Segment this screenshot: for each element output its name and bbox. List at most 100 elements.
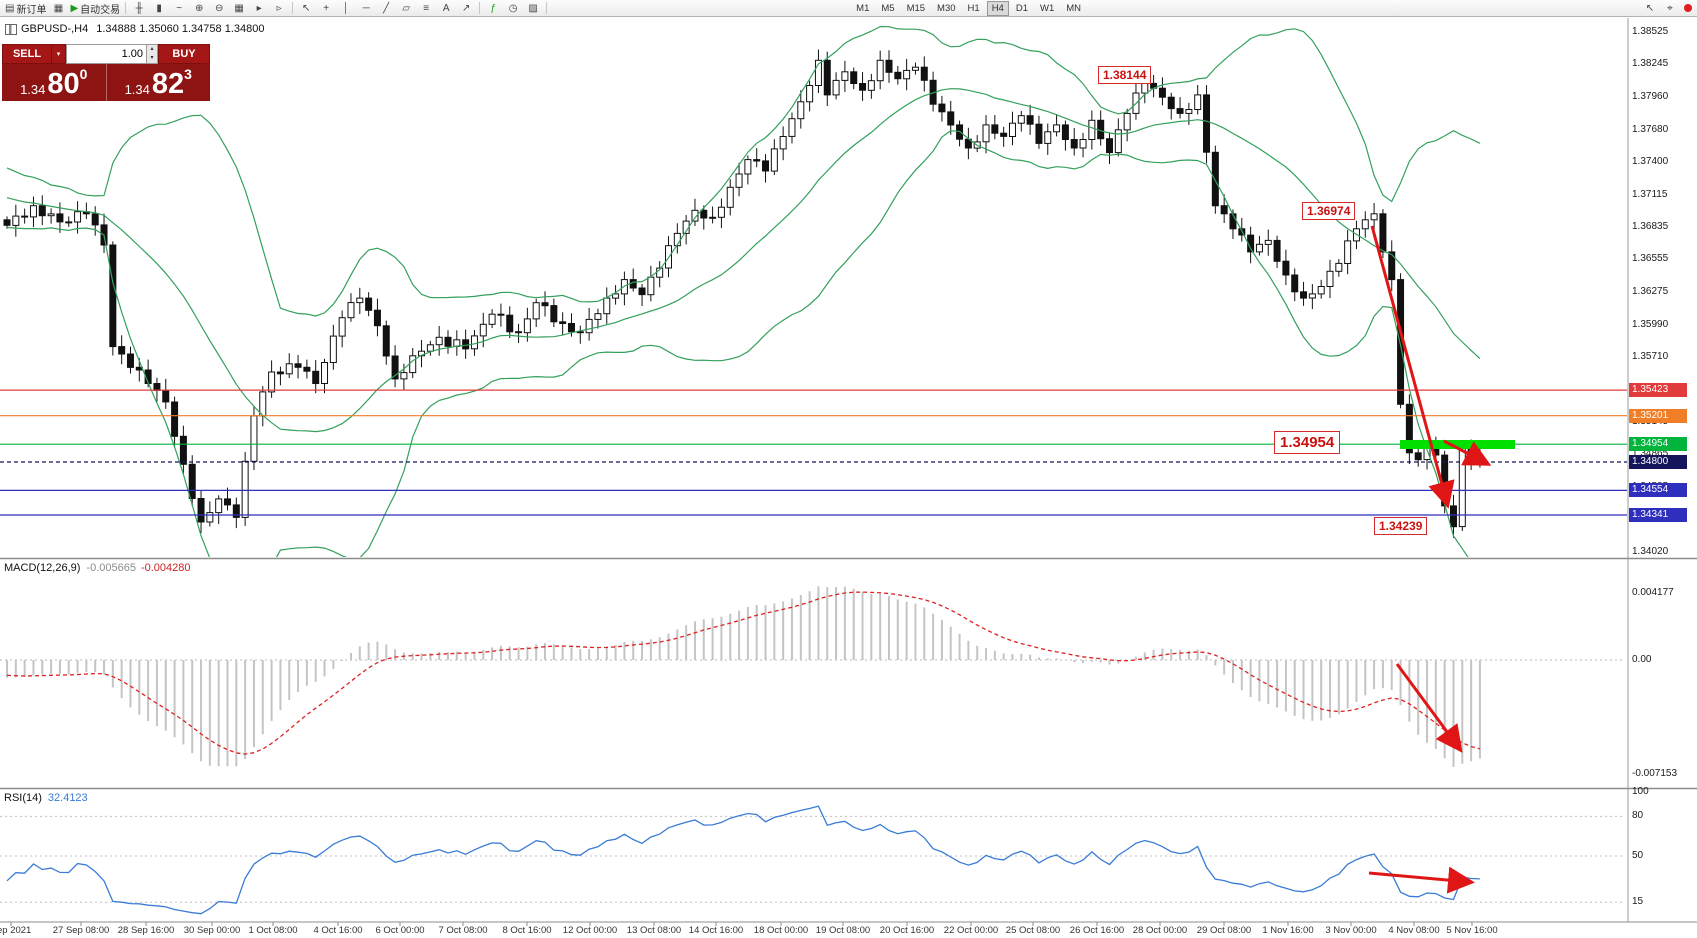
zoom-in-icon[interactable]: ⊕ xyxy=(194,2,204,14)
auto-scroll-icon[interactable]: ▸ xyxy=(256,2,262,14)
timeframe-m1[interactable]: M1 xyxy=(856,2,870,14)
autotrading-icon[interactable]: ▶ 自动交易 xyxy=(70,2,121,16)
new-order-icon[interactable]: ▤ 新订单 xyxy=(5,2,47,16)
sell-price-display[interactable]: 1.34 80 0 xyxy=(2,64,106,101)
stepper-up-icon[interactable]: ▴ xyxy=(150,46,154,52)
timeframe-w1[interactable]: W1 xyxy=(1040,2,1055,14)
ohlc-values: 1.34888 1.35060 1.34758 1.34800 xyxy=(96,23,265,35)
sell-price-pip-digit: 0 xyxy=(79,66,88,82)
timeframe-toolbar: M1 M5 M15 M30 H1 H4 D1 W1 MN xyxy=(850,0,1087,16)
macd-axis-label: 0.00 xyxy=(1632,654,1652,665)
panel-separators xyxy=(0,18,1697,923)
stepper-down-icon[interactable]: ▾ xyxy=(150,55,154,61)
rsi-name: RSI(14) xyxy=(4,792,42,804)
chart-shift-icon[interactable]: ▹ xyxy=(276,2,282,14)
time-axis-label: 6 Oct 00:00 xyxy=(375,925,425,936)
trend-arrows xyxy=(1368,225,1492,894)
volume-stepper[interactable]: ▴ ▾ xyxy=(146,44,158,64)
timeframe-m5[interactable]: M5 xyxy=(881,2,895,14)
rsi-axis-label: 50 xyxy=(1632,850,1644,861)
timeframe-h1[interactable]: H1 xyxy=(967,2,980,14)
macd-axis-label: -0.007153 xyxy=(1632,768,1678,779)
price-annotation: 1.34239 xyxy=(1374,517,1428,535)
text-icon[interactable]: A xyxy=(442,2,450,14)
sell-button-label: SELL xyxy=(12,48,42,60)
chart-type-group: ╫ ▮ ~ ⊕ ⊖ ▦ ▸ ▹ xyxy=(129,1,289,16)
toolbar-separator xyxy=(479,2,481,14)
bollinger-bands xyxy=(6,25,1481,557)
macd-panel xyxy=(0,586,1625,767)
new-order-icon-label: 新订单 xyxy=(16,4,47,16)
channel-icon[interactable]: ▱ xyxy=(402,2,410,14)
zoom-out-icon[interactable]: ⊖ xyxy=(214,2,224,14)
cursor-icon[interactable]: ↖ xyxy=(301,2,311,14)
toolbar-separator xyxy=(125,2,127,14)
notification-dot xyxy=(1684,4,1692,12)
indicator-group: ƒ ◷ ▨ xyxy=(483,1,543,16)
time-axis-label: 30 Sep 00:00 xyxy=(183,925,241,936)
volume-input[interactable] xyxy=(66,44,146,64)
time-axis-label: 8 Oct 16:00 xyxy=(502,925,552,936)
price-badge: 1.35201 xyxy=(1629,409,1687,423)
line-chart-icon[interactable]: ~ xyxy=(176,2,183,14)
time-axis-label: Sep 2021 xyxy=(0,925,32,936)
timeframe-m15[interactable]: M15 xyxy=(906,2,926,14)
templates-icon[interactable]: ▨ xyxy=(528,2,538,14)
sell-button[interactable]: SELL xyxy=(2,44,52,64)
price-badge: 1.34954 xyxy=(1629,437,1687,451)
buy-price-big-digits: 82 xyxy=(151,68,185,101)
time-axis-label: 22 Oct 00:00 xyxy=(943,925,999,936)
search-icon[interactable]: ⌖ xyxy=(1667,2,1673,14)
main-toolbar: ▤ 新订单 ▦ ▶ 自动交易 ╫ ▮ ~ ⊕ ⊖ ▦ ▸ ▹ ↖ + │ ─ ╱ ▱ ≡ A ↗ ƒ ◷ ▨ M1 M5 M15 M3… xyxy=(0,0,1697,17)
time-axis-label: 29 Oct 08:00 xyxy=(1196,925,1252,936)
vline-icon[interactable]: │ xyxy=(343,2,350,14)
crosshair-icon[interactable]: + xyxy=(323,2,330,14)
timeframe-d1[interactable]: D1 xyxy=(1015,2,1028,14)
time-axis-label: 12 Oct 00:00 xyxy=(562,925,618,936)
price-axis-label: 1.34865 xyxy=(1632,448,1669,459)
bollinger-upper xyxy=(6,25,1481,317)
fibonacci-icon[interactable]: ≡ xyxy=(423,2,430,14)
periods-icon[interactable]: ◷ xyxy=(508,2,518,14)
timeframe-h4[interactable]: H4 xyxy=(986,0,1009,16)
candle-chart-icon[interactable]: ▮ xyxy=(156,2,162,14)
toolbar-separator xyxy=(546,2,548,14)
toolbar-right-group: ↖ ⌖ xyxy=(1640,1,1697,16)
buy-button-label: BUY xyxy=(172,48,196,60)
chart-icon xyxy=(5,23,17,35)
price-axis-label: 1.35710 xyxy=(1632,351,1669,362)
horizontal-level-lines[interactable] xyxy=(0,389,1627,516)
buy-price-prefix: 1.34 xyxy=(124,82,150,98)
buy-button[interactable]: BUY xyxy=(158,44,210,64)
indicators-icon[interactable]: ƒ xyxy=(490,2,496,14)
chart-window-icon[interactable]: ▦ xyxy=(53,2,64,14)
rsi-panel xyxy=(0,805,1625,915)
buy-price-display[interactable]: 1.34 82 3 xyxy=(105,64,211,101)
cursor-pointer-icon[interactable]: ↖ xyxy=(1645,2,1655,14)
price-axis-label: 1.37680 xyxy=(1632,124,1669,135)
tile-windows-icon[interactable]: ▦ xyxy=(234,2,244,14)
toolbar-separator xyxy=(292,2,294,14)
trendline-icon[interactable]: ╱ xyxy=(383,2,390,14)
time-axis-label: 5 Nov 16:00 xyxy=(1446,925,1498,936)
time-axis-label: 13 Oct 08:00 xyxy=(626,925,682,936)
symbol-period-label: GBPUSD-,H4 xyxy=(21,23,89,35)
arrows-icon[interactable]: ↗ xyxy=(461,2,471,14)
rsi-value: 32.4123 xyxy=(47,792,88,804)
bar-chart-icon[interactable]: ╫ xyxy=(135,2,143,14)
rsi-axis-label: 80 xyxy=(1632,810,1644,821)
price-axis-label: 1.37400 xyxy=(1632,156,1669,167)
file-group: ▤ 新订单 ▦ ▶ 自动交易 xyxy=(3,1,122,16)
price-badge: 1.34341 xyxy=(1629,508,1687,522)
time-axis-label: 18 Oct 00:00 xyxy=(753,925,809,936)
time-axis-label: 4 Oct 16:00 xyxy=(313,925,363,936)
timeframe-m30[interactable]: M30 xyxy=(937,2,956,14)
price-badge: 1.35423 xyxy=(1629,383,1687,397)
sell-dropdown-icon[interactable]: ▾ xyxy=(52,44,66,64)
timeframe-mn[interactable]: MN xyxy=(1066,2,1082,14)
hline-icon[interactable]: ─ xyxy=(362,2,370,14)
rsi-line xyxy=(6,805,1480,915)
buy-price-pip-digit: 3 xyxy=(184,66,192,82)
time-axis-label: 25 Oct 08:00 xyxy=(1005,925,1061,936)
